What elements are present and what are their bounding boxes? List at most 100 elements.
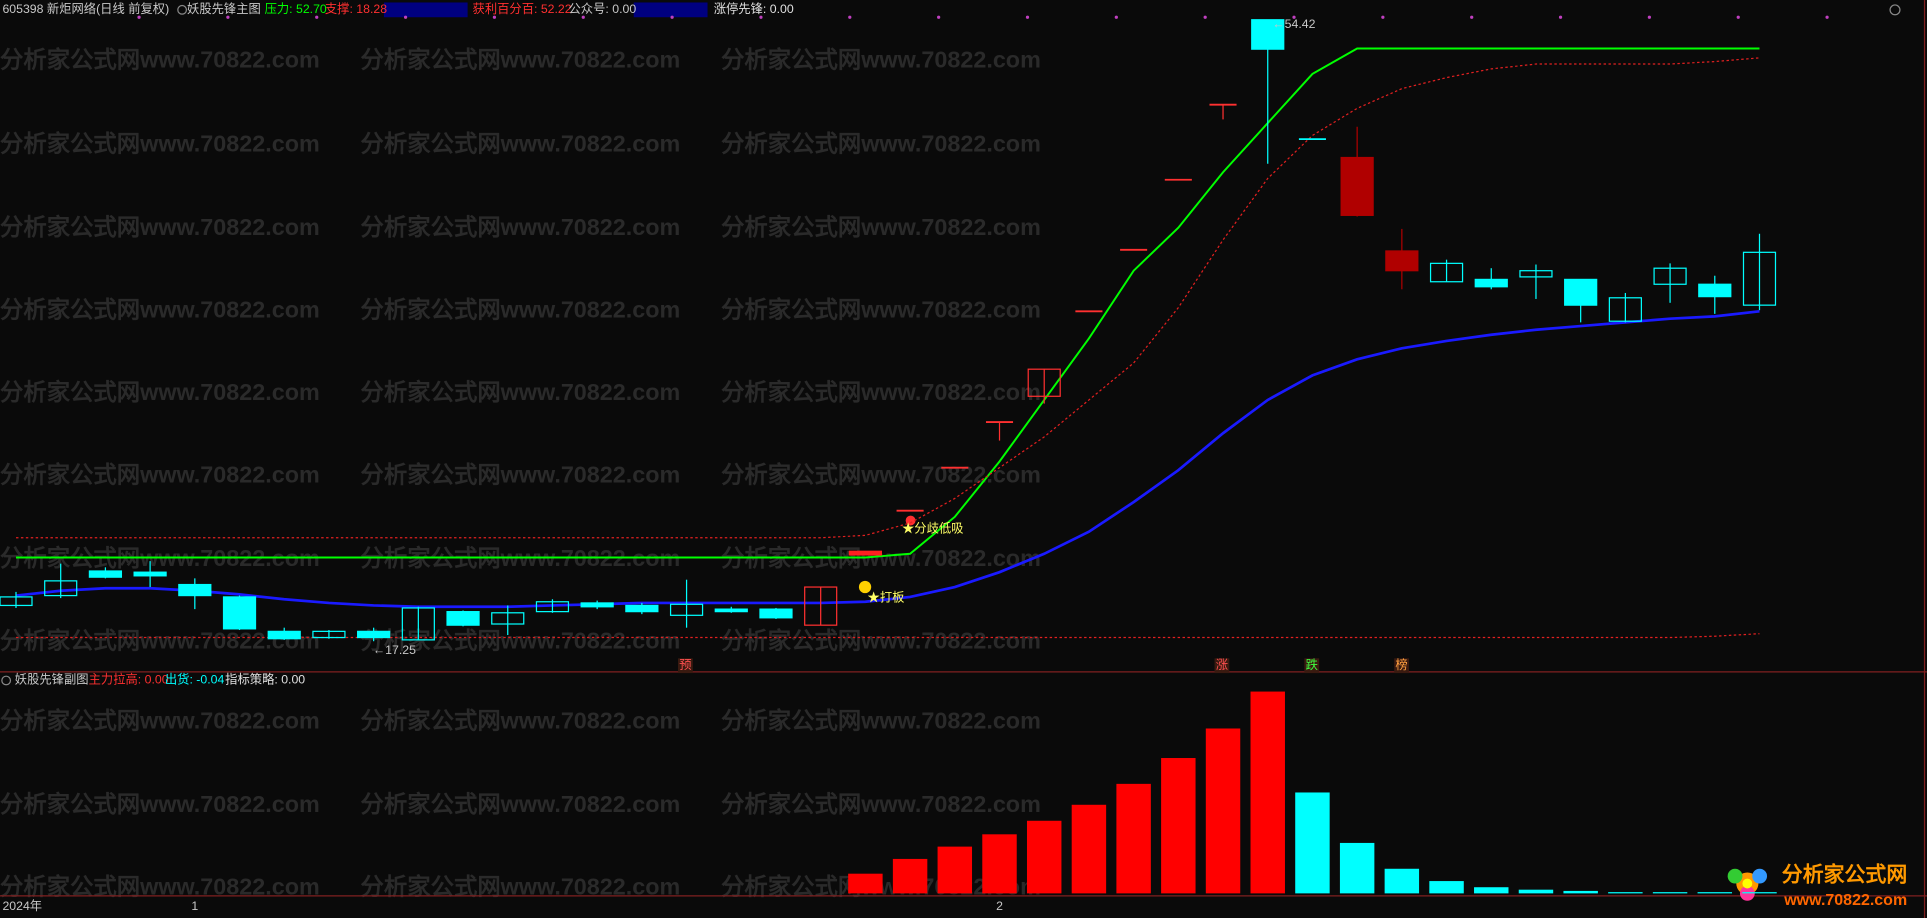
bar (1339, 842, 1375, 894)
bar (1608, 892, 1643, 894)
bar (1295, 792, 1330, 894)
bar (1742, 892, 1777, 894)
watermark: 分析家公式网www.70822.com (361, 46, 681, 73)
hidden-label-box (633, 2, 708, 18)
candle-body (625, 604, 659, 613)
candle-body (580, 602, 614, 608)
candle-body (0, 596, 33, 607)
bar (1652, 892, 1688, 894)
candle-body (1251, 19, 1285, 50)
watermark: 分析家公式网www.70822.com (721, 46, 1041, 73)
bar (1384, 868, 1420, 894)
annotation: ←54.42 (1272, 17, 1315, 31)
watermark: 分析家公式网www.70822.com (361, 790, 681, 817)
top-dot (1114, 15, 1118, 19)
header-item: 获利百分百: 52.22 (473, 2, 572, 16)
candle-body (1564, 278, 1598, 306)
candle-body (535, 601, 570, 613)
signal-icon (905, 515, 916, 526)
top-dot (1292, 15, 1296, 19)
annotation: 预 (679, 658, 691, 672)
candle-body (1608, 297, 1642, 322)
candle-body (1340, 156, 1374, 216)
bar (1563, 890, 1598, 894)
bar (1071, 804, 1107, 894)
annotation: 榜 (1395, 657, 1407, 672)
x-tick-label: 2 (996, 899, 1003, 913)
watermark: 分析家公式网www.70822.com (361, 213, 681, 240)
bar (1697, 892, 1733, 894)
candle-body (759, 608, 793, 619)
candle-body (44, 580, 78, 597)
candle-body (88, 570, 123, 578)
watermark: 分析家公式网www.70822.com (721, 627, 1041, 654)
candle-body (1742, 251, 1777, 306)
watermark: 分析家公式网www.70822.com (721, 129, 1041, 156)
top-dot (1825, 15, 1829, 19)
bar (937, 846, 973, 894)
bar (1474, 887, 1509, 894)
candle-body (1027, 368, 1061, 397)
watermark: 分析家公式网www.70822.com (0, 627, 320, 654)
header-item: 主力拉高: 0.00 (89, 672, 169, 687)
watermark: 分析家公式网www.70822.com (361, 707, 681, 734)
watermark: 分析家公式网www.70822.com (361, 296, 681, 323)
annotation: 跌 (1306, 657, 1318, 672)
watermark: 分析家公式网www.70822.com (721, 296, 1041, 323)
candle-body (178, 583, 212, 597)
candle-body (446, 611, 480, 626)
badge-bg (1214, 658, 1230, 674)
indicator-line (15, 309, 1760, 609)
top-dot (581, 15, 585, 19)
watermark: 分析家公式网www.70822.com (721, 213, 1041, 240)
logo: 分析家公式网 www.70822.com (1727, 863, 1907, 909)
signal-icon (858, 580, 872, 594)
bar (1161, 758, 1196, 894)
header-item: 支撑: 18.28 (325, 1, 387, 16)
watermark: 分析家公式网www.70822.com (0, 296, 320, 323)
candle-body (804, 586, 838, 626)
top-dot (937, 15, 941, 19)
x-tick-label: 2024年 (2, 899, 42, 913)
annotation: ★打板 (868, 590, 905, 604)
watermark: 分析家公式网www.70822.com (0, 46, 320, 73)
watermark: 分析家公式网www.70822.com (0, 460, 320, 487)
candle-body (1474, 278, 1508, 288)
top-dot (670, 15, 674, 19)
header-item: 妖股先锋副图 (15, 672, 89, 687)
logo-petal (1727, 868, 1743, 884)
watermark: 分析家公式网www.70822.com (721, 378, 1041, 405)
watermark: 分析家公式网www.70822.com (721, 707, 1041, 734)
watermark: 分析家公式网www.70822.com (361, 378, 681, 405)
indicator-line (15, 57, 1760, 539)
candle-body (312, 630, 346, 639)
top-dot (492, 15, 497, 19)
watermark: 分析家公式网www.70822.com (0, 707, 320, 734)
logo-petal (1739, 885, 1755, 901)
watermark: 分析家公式网www.70822.com (721, 460, 1041, 487)
watermark: 分析家公式网www.70822.com (721, 790, 1041, 817)
top-dot (1647, 15, 1651, 19)
badge-bg (678, 658, 693, 674)
bar (1205, 728, 1241, 894)
annotation: ★分歧低吸 (902, 521, 964, 535)
bar (1429, 881, 1464, 894)
top-dot (226, 15, 230, 19)
candle-body (1429, 262, 1464, 283)
annotation: ←17.25 (373, 643, 416, 657)
bar (1026, 820, 1062, 894)
header-item: 公众号: 0.00 (569, 2, 637, 16)
candle-body (401, 607, 435, 641)
logo-core (1742, 878, 1753, 889)
indicator-line (15, 633, 1760, 639)
bar (892, 858, 928, 894)
watermark: 分析家公式网www.70822.com (0, 129, 320, 156)
candle-body (491, 612, 525, 625)
candle-body (222, 596, 257, 630)
candle-body (714, 608, 748, 613)
bar (1518, 889, 1554, 894)
header-item: 涨停先锋: 0.00 (714, 1, 794, 16)
bar (848, 873, 883, 894)
